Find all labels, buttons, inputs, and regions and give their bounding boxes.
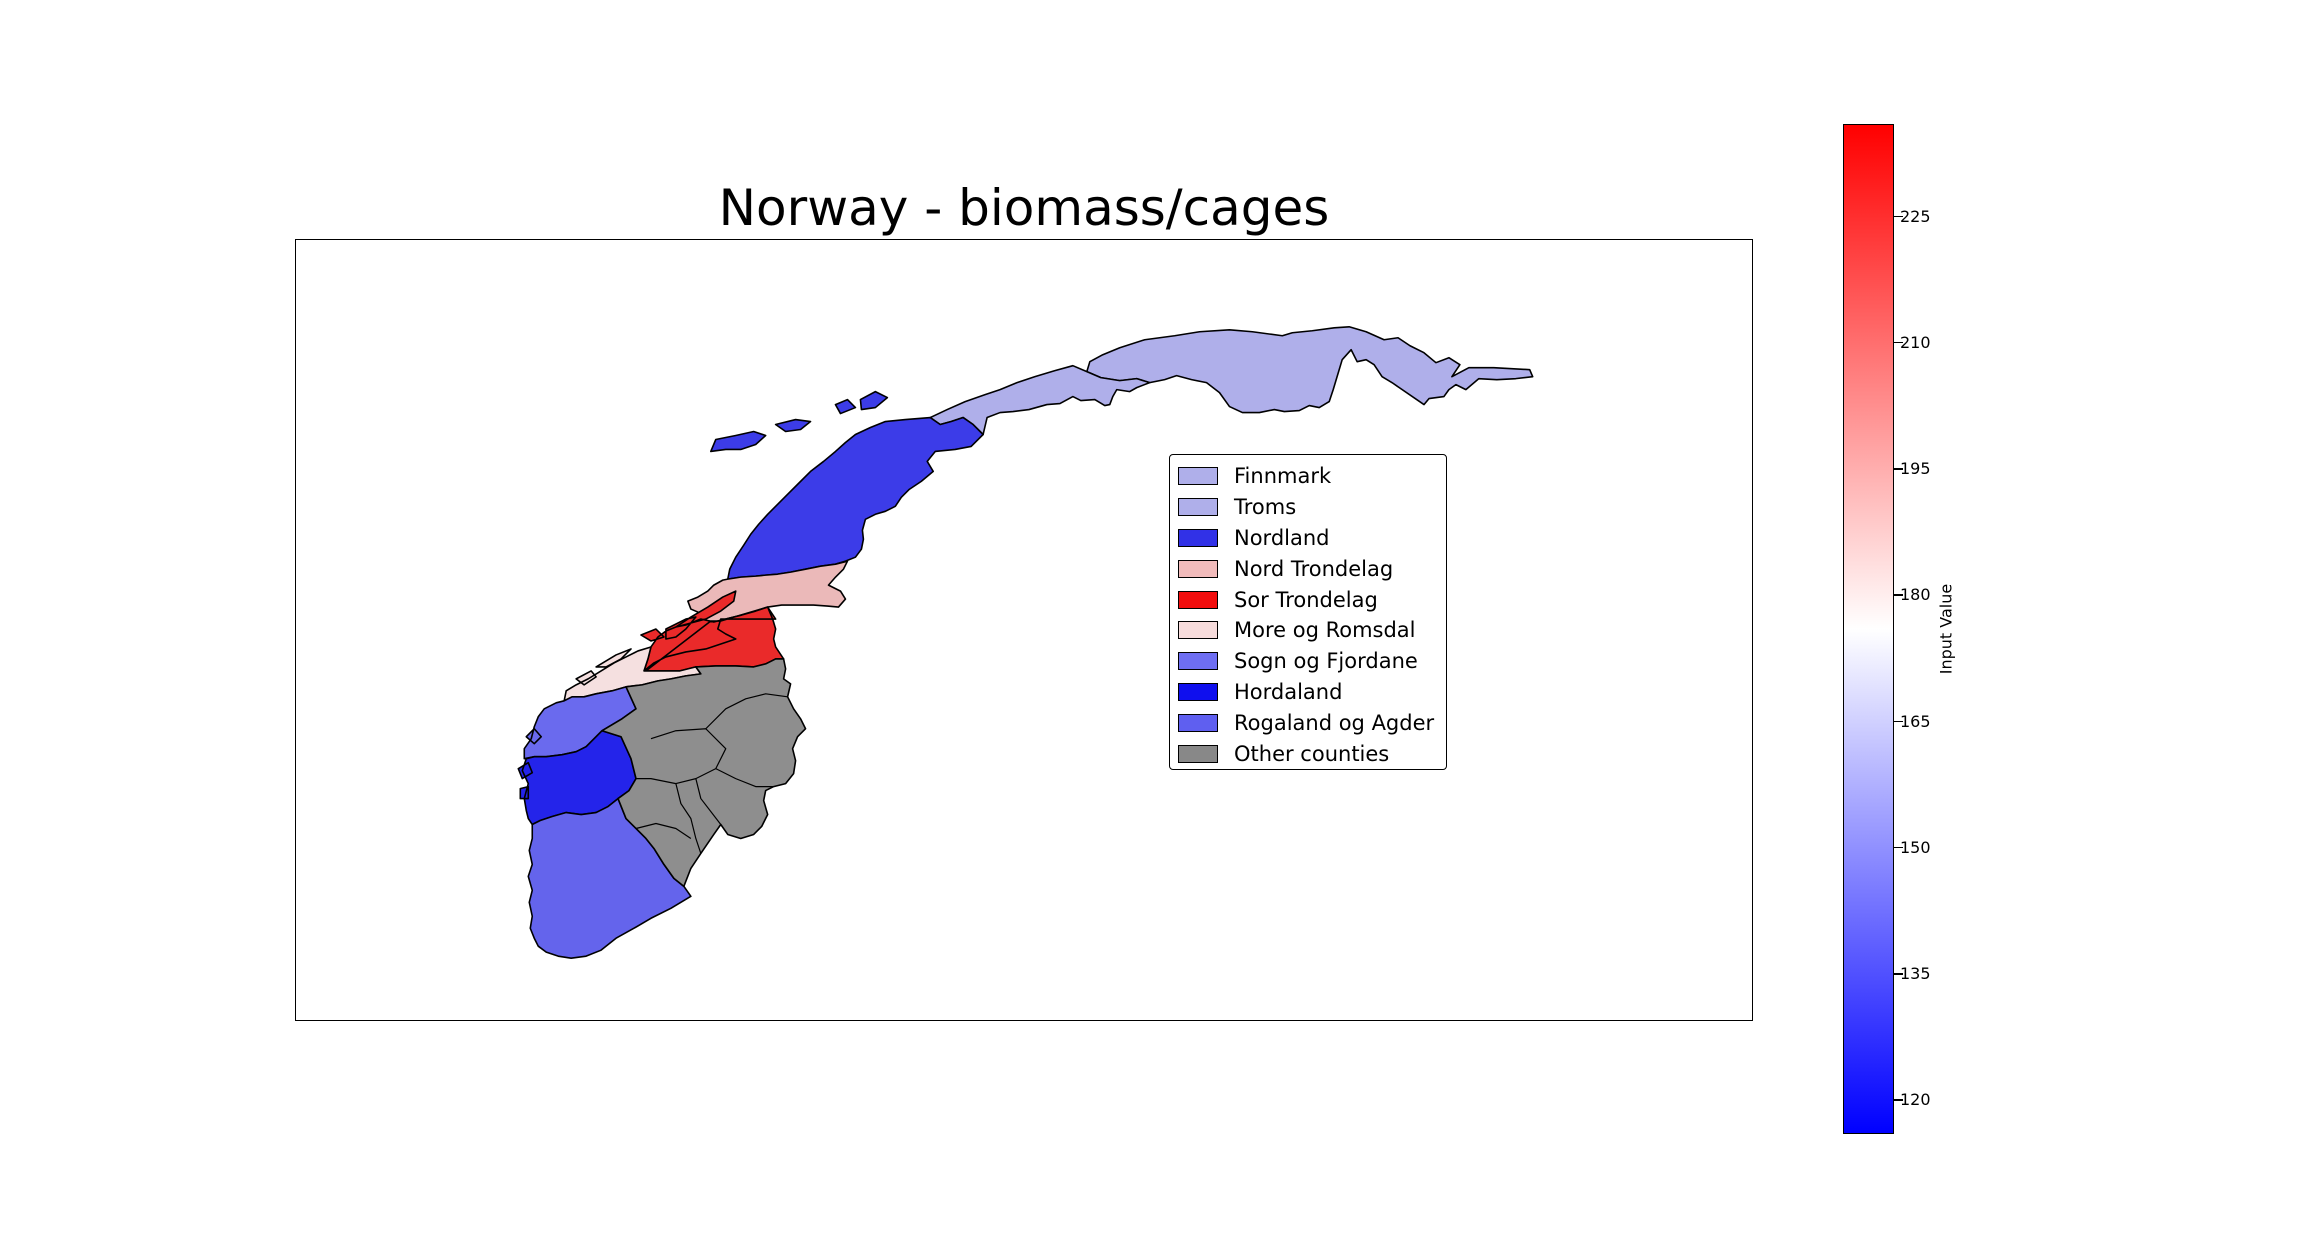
legend-label: Rogaland og Agder	[1234, 710, 1435, 735]
colorbar-tick-label: 150	[1900, 837, 1931, 857]
legend-item: Nordland	[1178, 523, 1446, 554]
region-rogaland-og-agder	[527, 797, 692, 959]
legend-item: Other counties	[1178, 738, 1446, 769]
legend-item: Finnmark	[1178, 461, 1446, 492]
legend-item: More og Romsdal	[1178, 615, 1446, 646]
colorbar-tick-mark	[1894, 1099, 1903, 1101]
legend-label: Nord Trondelag	[1234, 556, 1394, 581]
colorbar-tick-label: 135	[1900, 964, 1931, 984]
legend-item: Hordaland	[1178, 677, 1446, 708]
colorbar-tick-label: 225	[1900, 206, 1931, 226]
colorbar-label: Input Value	[1936, 583, 1956, 675]
legend-swatch	[1178, 713, 1218, 732]
legend-swatch	[1178, 590, 1218, 609]
legend-swatch	[1178, 682, 1218, 701]
legend-swatch	[1178, 744, 1218, 763]
colorbar-tick-mark	[1894, 341, 1903, 344]
legend-item: Troms	[1178, 492, 1446, 523]
chart-title: Norway - biomass/cages	[718, 179, 1330, 237]
colorbar-tick-mark	[1894, 973, 1903, 975]
legend-item: Sogn og Fjordane	[1178, 646, 1446, 677]
region-more-og-romsdal	[563, 646, 702, 702]
legend-label: Finnmark	[1234, 464, 1332, 489]
colorbar-ticks: 120 135 150 165 180 195 210 225	[1894, 124, 1994, 1134]
map-frame	[295, 239, 1753, 1021]
legend-label: Troms	[1234, 495, 1297, 520]
legend-swatch	[1178, 621, 1218, 640]
legend-item: Rogaland og Agder	[1178, 707, 1446, 738]
legend-swatch	[1178, 528, 1218, 547]
region-troms	[929, 364, 1151, 436]
colorbar-tick-mark	[1894, 594, 1903, 596]
legend-swatch	[1178, 652, 1218, 671]
colorbar-tick-mark	[1894, 468, 1903, 470]
region-other-counties	[601, 658, 807, 888]
legend-label: Sor Trondelag	[1234, 587, 1378, 612]
legend-item: Sor Trondelag	[1178, 584, 1446, 615]
colorbar-tick-mark	[1894, 846, 1903, 849]
legend-label: Nordland	[1234, 525, 1330, 550]
colorbar-tick-mark	[1894, 720, 1903, 723]
legend-label: Hordaland	[1234, 679, 1343, 704]
colorbar	[1843, 124, 1894, 1134]
legend-swatch	[1178, 559, 1218, 578]
colorbar-tick-label: 180	[1900, 585, 1931, 605]
legend-label: Other counties	[1234, 741, 1390, 766]
colorbar-tick-label: 165	[1900, 711, 1931, 731]
region-nord-trondelag	[687, 560, 849, 623]
region-nordland	[710, 390, 984, 580]
map-legend: Finnmark Troms Nordland Nord Trondelag Sor T…	[1169, 454, 1447, 770]
region-finnmark	[1086, 325, 1534, 414]
colorbar-tick-label: 195	[1900, 459, 1931, 479]
legend-swatch	[1178, 467, 1218, 486]
legend-label: Sogn og Fjordane	[1234, 649, 1418, 674]
county-borders	[635, 693, 788, 854]
norway-map	[517, 325, 1534, 959]
colorbar-tick-label: 120	[1900, 1090, 1931, 1110]
legend-label: More og Romsdal	[1234, 618, 1416, 643]
legend-item: Nord Trondelag	[1178, 553, 1446, 584]
colorbar-tick-label: 210	[1900, 332, 1931, 352]
legend-swatch	[1178, 498, 1218, 517]
colorbar-tick-mark	[1894, 215, 1903, 218]
